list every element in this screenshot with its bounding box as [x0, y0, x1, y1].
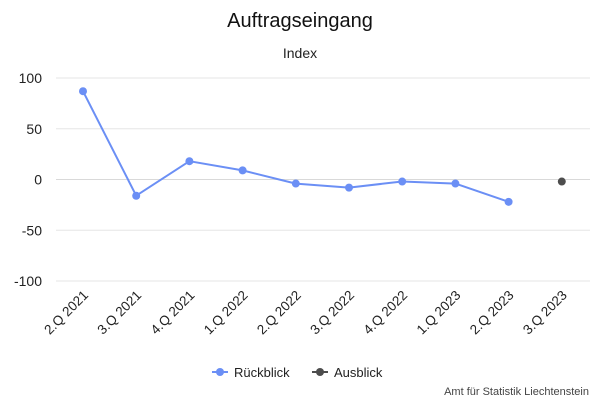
x-tick-label: 4.Q 2022: [360, 288, 410, 338]
x-tick-label: 2.Q 2021: [41, 288, 91, 338]
data-point-rueckblick[interactable]: [79, 87, 87, 96]
series-layer: [79, 87, 566, 206]
x-tick-label: 1.Q 2023: [414, 288, 464, 338]
legend-marker-ausblick: [316, 368, 324, 376]
x-axis-tick-labels: 2.Q 2021 3.Q 2021 4.Q 2021 1.Q 2022 2.Q 2022…: [41, 288, 570, 338]
gridlines: [56, 77, 590, 282]
x-tick-label: 3.Q 2023: [520, 288, 570, 338]
data-point-rueckblick[interactable]: [345, 183, 353, 192]
data-point-rueckblick[interactable]: [398, 177, 407, 186]
x-tick-label: 2.Q 2023: [467, 288, 517, 338]
legend-marker-rueckblick: [216, 368, 224, 376]
data-point-rueckblick[interactable]: [238, 166, 247, 175]
chart-title: Auftragseingang: [227, 10, 373, 32]
x-tick-label: 3.Q 2021: [94, 288, 144, 338]
data-point-rueckblick[interactable]: [291, 179, 300, 188]
x-tick-label: 2.Q 2022: [254, 288, 304, 338]
data-point-ausblick[interactable]: [557, 177, 566, 186]
chart-subtitle: Index: [283, 45, 317, 61]
y-tick-label: 50: [26, 121, 42, 137]
x-tick-label: 3.Q 2022: [307, 288, 357, 338]
data-point-rueckblick[interactable]: [132, 191, 141, 200]
credit-text[interactable]: Amt für Statistik Liechtenstein: [444, 386, 589, 398]
y-tick-label: 100: [19, 70, 43, 86]
x-tick-label: 4.Q 2021: [148, 288, 198, 338]
y-tick-label: -100: [14, 273, 42, 289]
x-tick-label: 1.Q 2022: [201, 288, 251, 338]
y-axis-tick-labels: 100 50 0 -50 -100: [14, 70, 42, 289]
legend: Rückblick Ausblick: [212, 365, 383, 380]
data-point-rueckblick[interactable]: [185, 157, 194, 166]
y-tick-label: -50: [22, 222, 42, 238]
legend-item-rueckblick[interactable]: Rückblick: [212, 365, 290, 380]
data-point-rueckblick[interactable]: [504, 197, 513, 206]
data-point-rueckblick[interactable]: [451, 179, 460, 188]
legend-label-rueckblick: Rückblick: [234, 365, 290, 380]
legend-label-ausblick: Ausblick: [334, 365, 383, 380]
y-tick-label: 0: [34, 172, 42, 188]
legend-item-ausblick[interactable]: Ausblick: [312, 365, 383, 380]
